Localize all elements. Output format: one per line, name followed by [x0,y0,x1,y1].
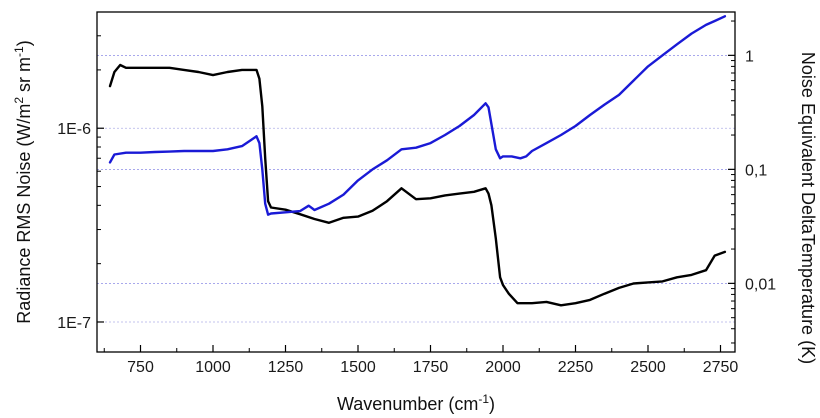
x-tick-label-8: 2750 [703,359,739,376]
tick-marks [97,20,735,352]
plot-frame [96,11,736,353]
x-axis-title: Wavenumber (cm-1) [337,392,495,414]
y-left-tick-label-1: 1E-7 [57,315,91,332]
x-tick-label-2: 1250 [268,359,304,376]
y-left-tick-label-0: 1E-6 [57,121,91,138]
tick-labels: 750 1000 1250 1500 1750 2000 2250 2500 2750 1E-6 1… [57,48,776,376]
right-y-axis-title: Noise Equivalent DeltaTemperature (K) [798,52,818,364]
x-tick-label-3: 1500 [340,359,376,376]
x-tick-label-6: 2250 [558,359,594,376]
x-tick-label-4: 1750 [413,359,449,376]
series-line-left-axis [108,63,727,307]
x-tick-label-7: 2500 [630,359,666,376]
y-right-tick-label-0: 1 [745,48,754,65]
x-tick-label-1: 1000 [195,359,231,376]
series-line-right-axis [108,15,727,216]
x-tick-label-0: 750 [127,359,154,376]
x-tick-label-5: 2000 [485,359,521,376]
left-y-axis-title: Radiance RMS Noise (W/m2 sr m-1) [12,40,34,323]
series-lines [108,15,727,307]
y-right-tick-label-2: 0,01 [745,276,776,293]
y-right-tick-label-1: 0,1 [745,162,767,179]
